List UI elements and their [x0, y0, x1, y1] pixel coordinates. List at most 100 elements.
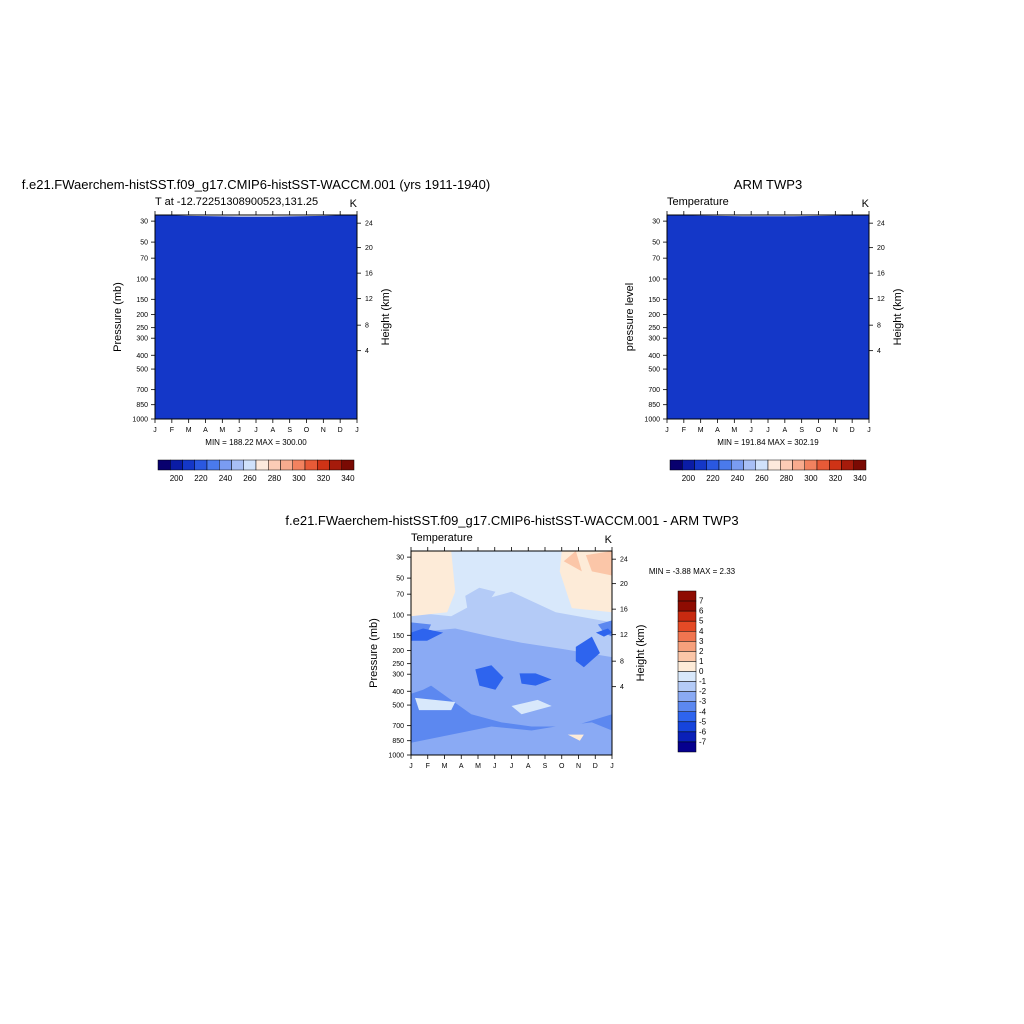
panel-2-title: f.e21.FWaerchem-histSST.f09_g17.CMIP6-hi… [285, 513, 738, 528]
y-tick-label: 150 [648, 297, 660, 304]
y-tick-label: 250 [648, 325, 660, 332]
colorbar-swatch [268, 459, 281, 471]
colorbar-0: 200 220 240 260 280 300 320 340 [157, 459, 355, 483]
colorbar-label: 200 [682, 474, 696, 483]
colorbar-swatch [677, 721, 697, 733]
x-tick-label: J [409, 763, 413, 770]
y2-axis-label: Height (km) [380, 289, 392, 346]
colorbar-swatch [677, 661, 697, 672]
colorbar-swatch [231, 459, 244, 471]
colorbar-label: -1 [699, 677, 707, 686]
x-tick-label: O [304, 427, 310, 434]
x-tick-label: N [576, 763, 581, 770]
colorbar-label: 280 [268, 474, 282, 483]
y-tick-label: 250 [136, 325, 148, 332]
colorbar-swatch [706, 459, 720, 471]
contour-band [563, 551, 582, 572]
colorbar-swatch [292, 459, 306, 471]
colorbar-label: 4 [699, 627, 704, 636]
colorbar-swatch [280, 459, 293, 471]
colorbar-label: 7 [699, 597, 704, 606]
colorbar-label: 5 [699, 617, 704, 626]
colorbar-swatch [677, 691, 697, 702]
subtitle-left: Temperature [667, 196, 729, 208]
colorbar-swatch [255, 459, 269, 471]
y2-tick-label: 8 [620, 659, 624, 666]
y-tick-label: 50 [396, 576, 404, 583]
colorbar-swatch [755, 459, 769, 471]
colorbar-label: -4 [699, 707, 707, 716]
colorbar-swatch [682, 459, 695, 471]
panel-0: J F M A M J J A S O N D J 30 50 70 100 150 200 250 300 400 500… [112, 196, 392, 434]
colorbar-label: 220 [706, 474, 720, 483]
colorbar-label: -2 [699, 687, 707, 696]
contour-band [595, 628, 612, 637]
colorbar-swatch [677, 590, 697, 602]
colorbar-label: 260 [243, 474, 257, 483]
y2-tick-label: 4 [365, 348, 369, 355]
y-tick-label: 50 [652, 240, 660, 247]
x-tick-label: J [510, 763, 514, 770]
colorbar-label: 2 [699, 647, 704, 656]
y-axis-label: Pressure (mb) [368, 618, 380, 688]
contour-band [567, 734, 584, 741]
y-tick-label: 200 [136, 312, 148, 319]
panel-0-stats: MIN = 188.22 MAX = 300.00 [205, 438, 307, 447]
colorbar-swatch [677, 651, 697, 662]
x-tick-label: O [816, 427, 822, 434]
colorbar-label: 340 [853, 474, 867, 483]
y2-tick-label: 12 [620, 632, 628, 639]
contour-band [575, 636, 600, 668]
colorbar-swatch [677, 641, 697, 652]
colorbar-swatch [677, 671, 697, 682]
colorbar-label: -7 [699, 737, 707, 746]
colorbar-swatch [694, 459, 707, 471]
y-tick-label: 1000 [132, 417, 148, 424]
y-tick-label: 500 [136, 367, 148, 374]
subtitle-left: T at -12.72251308900523,131.25 [155, 196, 318, 208]
colorbar-label: 300 [292, 474, 306, 483]
colorbar-swatch [206, 459, 220, 471]
x-tick-label: D [338, 427, 343, 434]
x-tick-label: M [186, 427, 192, 434]
colorbar-swatch [792, 459, 805, 471]
subtitle-right: K [605, 534, 613, 546]
y2-tick-label: 24 [620, 557, 628, 564]
y-tick-label: 30 [652, 219, 660, 226]
y2-tick-label: 16 [877, 271, 885, 278]
x-tick-label: J [749, 427, 753, 434]
x-tick-label: J [237, 427, 241, 434]
y-tick-label: 850 [392, 738, 404, 745]
contour-band [155, 215, 357, 419]
colorbar-swatch [780, 459, 793, 471]
colorbar-swatch [677, 741, 697, 753]
colorbar-label: -6 [699, 727, 707, 736]
contour-band [667, 215, 869, 419]
colorbar-label: 240 [219, 474, 233, 483]
x-tick-label: A [459, 763, 464, 770]
contour-band [411, 628, 444, 641]
y-tick-label: 200 [648, 312, 660, 319]
y2-axis-label: Height (km) [892, 289, 904, 346]
x-tick-label: F [170, 427, 174, 434]
x-tick-label: A [782, 427, 787, 434]
x-tick-label: J [665, 427, 669, 434]
colorbar-swatch [341, 459, 355, 471]
colorbar-swatch [677, 631, 697, 642]
contour-field [667, 215, 869, 419]
y-tick-label: 1000 [388, 753, 404, 760]
x-tick-label: J [355, 427, 359, 434]
colorbar-swatch [677, 620, 697, 632]
y-tick-label: 150 [392, 633, 404, 640]
colorbar-label: 6 [699, 607, 704, 616]
subtitle-right: K [350, 198, 358, 210]
y2-tick-label: 16 [620, 607, 628, 614]
panel-2: J F M A M J J A S O N D J 30 50 70 100 150 200 250 300 400 500… [368, 532, 647, 770]
y-tick-label: 850 [648, 402, 660, 409]
contour-band [475, 665, 504, 690]
panel-1-stats: MIN = 191.84 MAX = 302.19 [717, 438, 819, 447]
contour-band [465, 587, 496, 613]
colorbar-swatch [677, 681, 697, 692]
